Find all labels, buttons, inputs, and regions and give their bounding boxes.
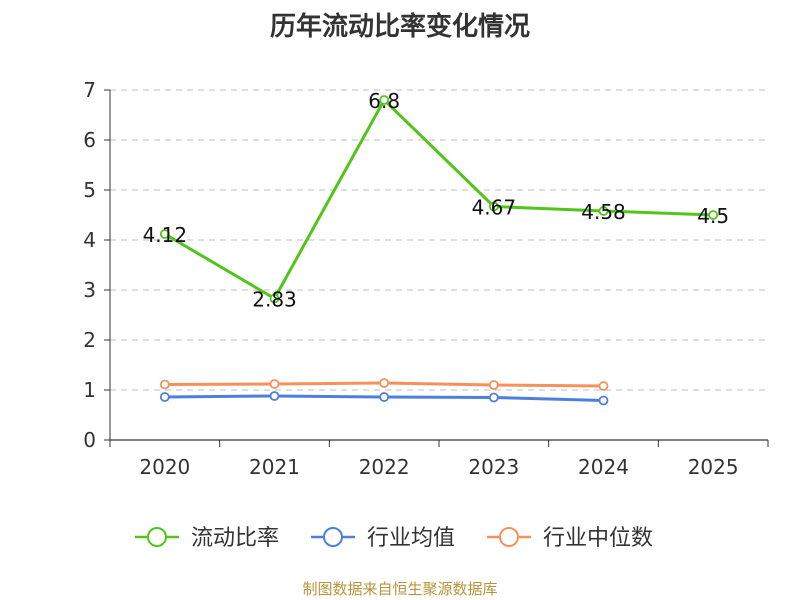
y-tick-label: 2 [83,328,96,352]
legend-label: 流动比率 [191,526,279,551]
legend-swatch-marker [323,527,343,547]
axes: 0 1 2 3 4 5 6 7 2020 2021 2022 2023 2024 2025 [83,78,769,479]
x-tick-label: 2024 [578,455,629,479]
x-tick-label: 2023 [468,455,519,479]
legend-label: 行业中位数 [543,526,653,551]
x-tick-label: 2020 [139,455,190,479]
data-label: 4.5 [697,204,729,228]
data-point [269,391,280,401]
data-point [598,395,609,406]
data-point [488,201,499,212]
data-point [488,392,499,403]
y-tick-label: 5 [83,178,96,202]
data-point [488,380,499,390]
data-point [379,378,390,388]
data-label: 4.67 [472,196,517,220]
grid-lines [110,89,768,391]
legend: 流动比率 行业均值 行业中位数 [135,526,653,551]
legend-swatch-marker [499,527,519,547]
y-tick-label: 3 [83,278,96,302]
legend-swatch-marker [147,527,167,547]
data-label: 2.83 [252,288,297,312]
data-label: 6.8 [368,89,400,113]
x-tick-label: 2025 [688,455,739,479]
legend-label: 行业均值 [367,526,455,551]
data-point [379,392,390,402]
y-tick-label: 4 [83,228,96,252]
data-point [269,379,280,389]
data-labels: 4.12 2.83 6.8 4.67 4.58 4.5 [143,89,730,312]
y-tick-label: 6 [83,128,96,152]
y-tick-label: 7 [83,78,96,102]
series-line [164,98,714,300]
data-label: 4.12 [143,223,188,247]
data-label: 4.58 [581,200,626,224]
source-note: 制图数据来自恒生聚源数据库 [302,580,498,598]
data-point [269,293,280,304]
chart-title: 历年流动比率变化情况 [269,12,530,42]
x-tick-label: 2021 [249,455,300,479]
series-group [159,95,719,406]
data-point [708,210,719,220]
data-point [159,392,170,402]
x-tick-label: 2022 [359,455,410,479]
data-point [598,206,609,216]
y-tick-label: 1 [83,378,96,402]
data-point [159,229,170,239]
y-tick-label: 0 [83,428,96,452]
data-point [379,95,390,105]
data-point [159,379,170,390]
data-point [598,381,609,391]
